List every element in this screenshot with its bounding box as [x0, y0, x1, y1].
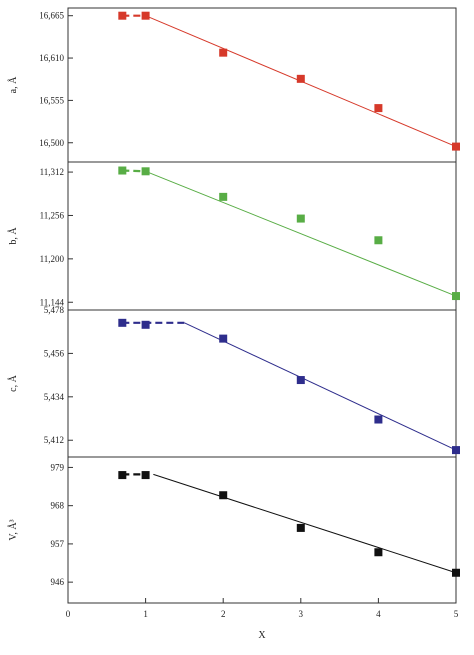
data-point: [118, 166, 127, 175]
x-tick-label: 5: [454, 609, 459, 619]
y-tick-label: 11,144: [40, 297, 65, 307]
x-tick-label: 4: [376, 609, 381, 619]
data-point: [219, 491, 228, 500]
data-point: [219, 334, 228, 343]
data-point: [374, 415, 383, 424]
y-tick-label: 5,456: [44, 348, 65, 358]
y-tick-label: 11,256: [40, 210, 65, 220]
x-axis: 0 1 2 3 4 5: [66, 598, 459, 619]
panel-4: 946 957 968 979 V, Å³: [7, 456, 460, 604]
y-tick-label: 968: [51, 501, 65, 511]
data-point: [296, 523, 305, 532]
data-point: [374, 548, 383, 557]
data-point: [296, 376, 305, 385]
panel-2: 11,144 11,200 11,256 11,312 b, Å: [7, 161, 460, 311]
panel-frame: [67, 309, 457, 458]
data-point: [219, 192, 228, 201]
y-tick-label: 16,665: [39, 11, 64, 21]
data-point: [219, 48, 228, 57]
y-tick-label: 957: [51, 539, 65, 549]
data-point: [118, 471, 127, 480]
data-point: [374, 236, 383, 245]
data-point: [452, 568, 460, 577]
y-tick-label: 5,434: [44, 392, 65, 402]
y-tick-label: 5,478: [44, 305, 65, 315]
y-axis-title: b, Å: [7, 227, 19, 245]
data-point: [296, 214, 305, 223]
data-point: [118, 11, 127, 20]
fit-line: [153, 473, 457, 574]
y-tick-label: 946: [51, 577, 65, 587]
x-tick-label: 0: [66, 609, 71, 619]
panel-frame: [67, 456, 457, 604]
x-tick-label: 2: [221, 609, 226, 619]
x-tick-label: 3: [299, 609, 304, 619]
y-tick-label: 11,200: [40, 254, 65, 264]
y-tick-label: 16,555: [39, 95, 64, 105]
data-point: [374, 104, 383, 113]
y-axis-title: V, Å³: [7, 519, 19, 540]
chart-panels: 16,500 16,555 16,610 16,665 a, Å 11,144 11,200…: [7, 7, 460, 604]
y-axis-title: a, Å: [7, 76, 19, 93]
data-point: [141, 11, 150, 20]
y-tick-label: 16,610: [39, 53, 64, 63]
data-point: [452, 446, 460, 455]
y-tick-label: 11,312: [40, 167, 64, 177]
y-tick-label: 16,500: [39, 138, 64, 148]
data-point: [141, 320, 150, 329]
fit-line: [184, 322, 457, 451]
panel-3: 5,412 5,434 5,456 5,478 c, Å: [7, 305, 460, 458]
data-point: [296, 74, 305, 83]
panel-frame: [67, 161, 457, 311]
y-axis-title: c, Å: [7, 374, 19, 391]
data-point: [452, 292, 460, 301]
data-point: [118, 318, 127, 327]
y-tick-label: 5,412: [44, 435, 64, 445]
panel-frame: [67, 7, 457, 163]
x-tick-label: 1: [143, 609, 148, 619]
fit-line: [145, 170, 457, 297]
x-axis-title: X: [258, 630, 266, 641]
data-point: [452, 142, 460, 151]
panel-1: 16,500 16,555 16,610 16,665 a, Å: [7, 7, 460, 163]
data-point: [141, 471, 150, 480]
y-tick-label: 979: [51, 462, 65, 472]
data-point: [141, 167, 150, 176]
